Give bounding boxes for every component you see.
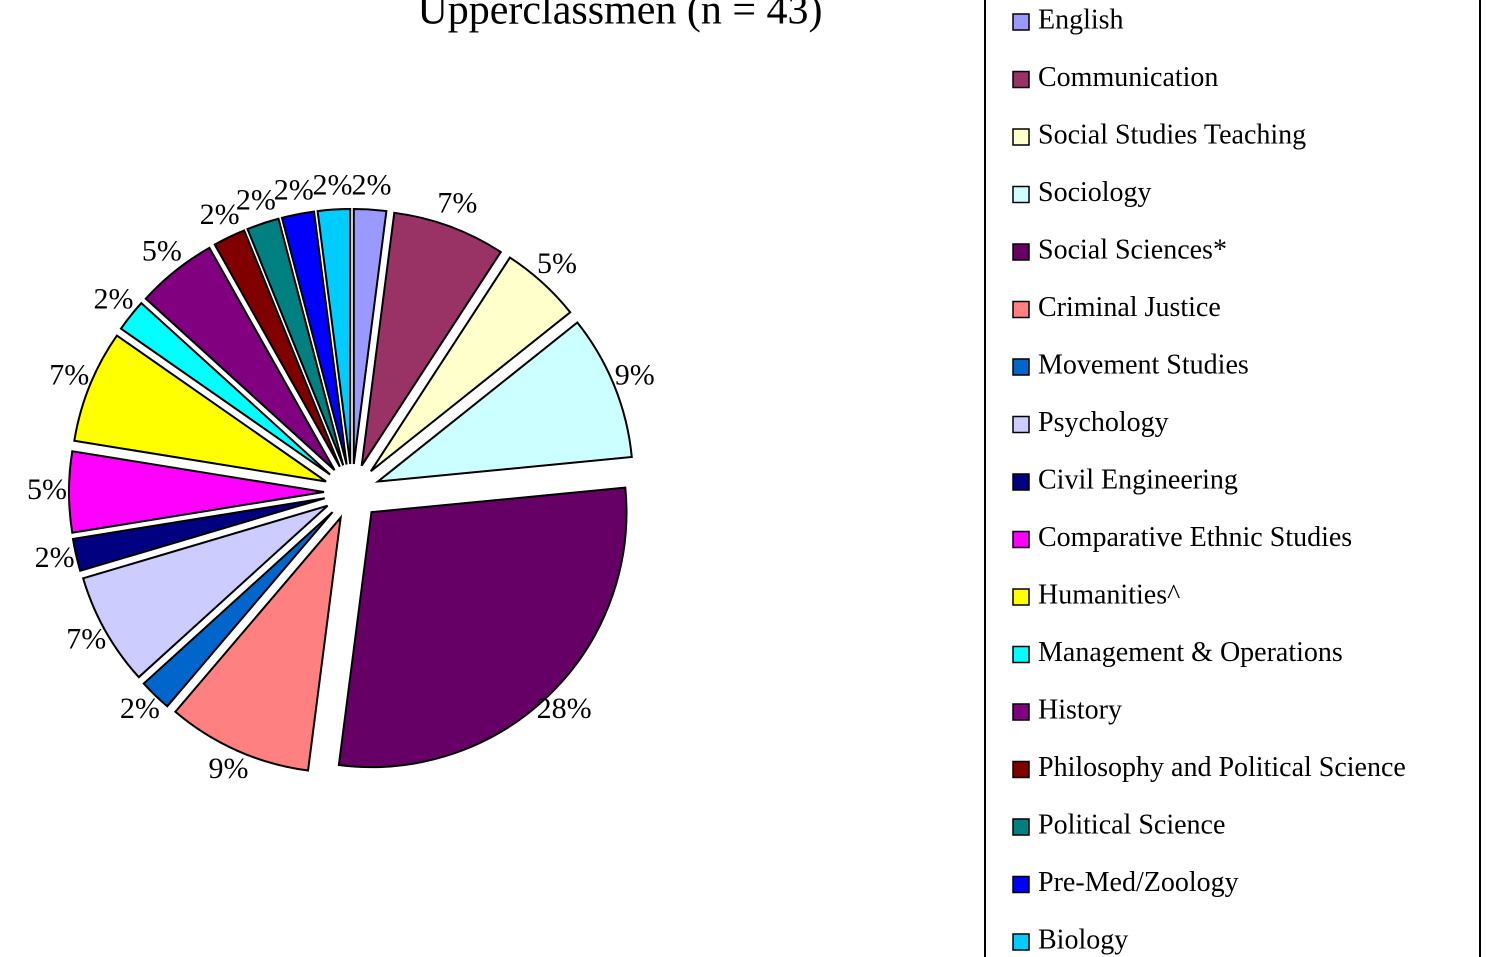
legend-label: Philosophy and Political Science bbox=[1038, 752, 1406, 783]
pie-slice bbox=[173, 514, 343, 772]
pie-slice bbox=[316, 208, 352, 465]
legend-swatch bbox=[1012, 185, 1030, 204]
data-label: 2% bbox=[236, 183, 276, 216]
legend-swatch bbox=[1012, 128, 1030, 146]
pie-slice bbox=[142, 511, 334, 708]
legend-label: Social Studies Teaching bbox=[1038, 119, 1306, 150]
pie-slice bbox=[246, 217, 345, 466]
legend-label: Comparative Ethnic Studies bbox=[1038, 522, 1352, 553]
data-label: 7% bbox=[437, 187, 477, 220]
pie-slice bbox=[280, 210, 348, 465]
legend-label: Biology bbox=[1038, 924, 1128, 955]
data-label: 9% bbox=[209, 752, 249, 785]
legend-label: Humanities^ bbox=[1038, 579, 1180, 610]
legend-label: Sociology bbox=[1038, 177, 1152, 208]
data-label: 5% bbox=[142, 234, 182, 267]
pie-slice bbox=[144, 246, 336, 471]
legend-swatch bbox=[1012, 645, 1030, 664]
legend-label: Psychology bbox=[1038, 407, 1169, 438]
legend-label: Social Sciences* bbox=[1038, 234, 1227, 265]
legend-label: Communication bbox=[1038, 62, 1218, 93]
chart-title: Upperclassmen (n = 43) bbox=[417, 0, 822, 34]
pie-slice bbox=[81, 504, 329, 679]
data-label: 28% bbox=[537, 692, 592, 725]
data-label: 7% bbox=[49, 358, 89, 391]
pie-slice bbox=[73, 334, 327, 483]
legend-swatch bbox=[1012, 703, 1030, 721]
data-label: 2% bbox=[352, 169, 392, 202]
data-label: 2% bbox=[35, 541, 75, 574]
pie-slice bbox=[68, 450, 325, 534]
legend-swatch bbox=[1012, 243, 1030, 261]
legend-swatch bbox=[1012, 818, 1030, 836]
pie-slice bbox=[119, 301, 331, 476]
legend-label: English bbox=[1038, 4, 1124, 35]
data-label: 2% bbox=[120, 692, 160, 725]
data-label: 9% bbox=[615, 358, 655, 391]
data-label: 2% bbox=[274, 174, 314, 207]
data-label: 2% bbox=[312, 169, 352, 202]
legend-swatch bbox=[1012, 933, 1030, 951]
legend-swatch bbox=[1012, 473, 1030, 491]
data-label: 5% bbox=[537, 247, 577, 280]
pie-slice bbox=[213, 229, 341, 468]
legend-swatch bbox=[1012, 415, 1030, 434]
pie-slice bbox=[374, 321, 633, 483]
legend-swatch bbox=[1012, 300, 1030, 319]
legend-swatch bbox=[1012, 13, 1030, 31]
legend-swatch bbox=[1012, 530, 1030, 549]
legend-label: History bbox=[1038, 694, 1122, 725]
legend-box bbox=[984, 0, 1481, 957]
legend-swatch bbox=[1012, 70, 1030, 89]
legend-label: Political Science bbox=[1038, 809, 1225, 840]
pie-slice bbox=[71, 497, 325, 573]
pie-slice bbox=[352, 208, 388, 465]
legend-swatch bbox=[1012, 358, 1030, 376]
legend-label: Civil Engineering bbox=[1038, 464, 1238, 495]
data-label: 2% bbox=[94, 283, 134, 316]
legend-swatch bbox=[1012, 588, 1030, 606]
pie-slice bbox=[360, 211, 503, 467]
pie-slice bbox=[337, 486, 628, 769]
data-label: 2% bbox=[200, 198, 240, 231]
pie-slice bbox=[369, 256, 572, 473]
legend-label: Criminal Justice bbox=[1038, 292, 1221, 323]
legend-label: Management & Operations bbox=[1038, 637, 1343, 668]
data-label: 5% bbox=[27, 473, 67, 506]
legend-label: Movement Studies bbox=[1038, 349, 1249, 380]
legend-swatch bbox=[1012, 875, 1030, 894]
legend-label: Pre-Med/Zoology bbox=[1038, 867, 1239, 898]
data-label: 7% bbox=[66, 623, 106, 656]
legend-swatch bbox=[1012, 760, 1030, 779]
